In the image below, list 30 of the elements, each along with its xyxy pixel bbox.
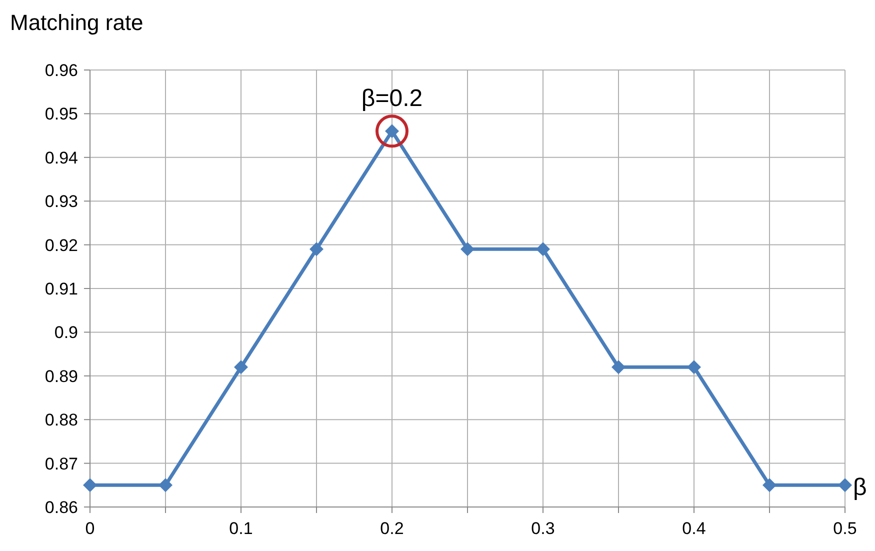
y-tick-label: 0.91: [44, 279, 78, 298]
point: [612, 360, 626, 374]
point: [687, 360, 701, 374]
x-axis-title: β: [853, 474, 867, 501]
y-tick-label: 0.95: [44, 104, 78, 124]
point: [310, 242, 324, 256]
point: [158, 478, 172, 492]
x-tick-label: 0.4: [682, 519, 706, 538]
annotation: β=0.2: [361, 85, 423, 112]
y-axis-title: Matching rate: [10, 10, 144, 35]
y-tick-label: 0.96: [44, 60, 78, 80]
x-tick-label: 0.1: [229, 519, 253, 538]
point: [460, 242, 474, 256]
y-tick-label: 0.86: [44, 498, 78, 517]
point: [838, 478, 852, 492]
y-tick-label: 0.94: [44, 148, 78, 168]
y-tick-label: 0.89: [44, 366, 78, 386]
point: [762, 478, 776, 492]
point: [536, 242, 550, 256]
y-tick-label: 0.87: [44, 454, 78, 474]
point: [234, 360, 248, 374]
y-tick-label: 0.93: [44, 192, 78, 212]
x-tick-label: 0.5: [833, 519, 857, 538]
x-tick-label: 0: [85, 519, 95, 538]
x-tick-label: 0.3: [531, 519, 555, 538]
x-tick-label: 0.2: [380, 519, 404, 538]
y-tick-label: 0.92: [44, 236, 78, 255]
point: [83, 478, 97, 492]
y-tick-label: 0.88: [44, 410, 78, 430]
y-tick-label: 0.9: [54, 323, 78, 342]
